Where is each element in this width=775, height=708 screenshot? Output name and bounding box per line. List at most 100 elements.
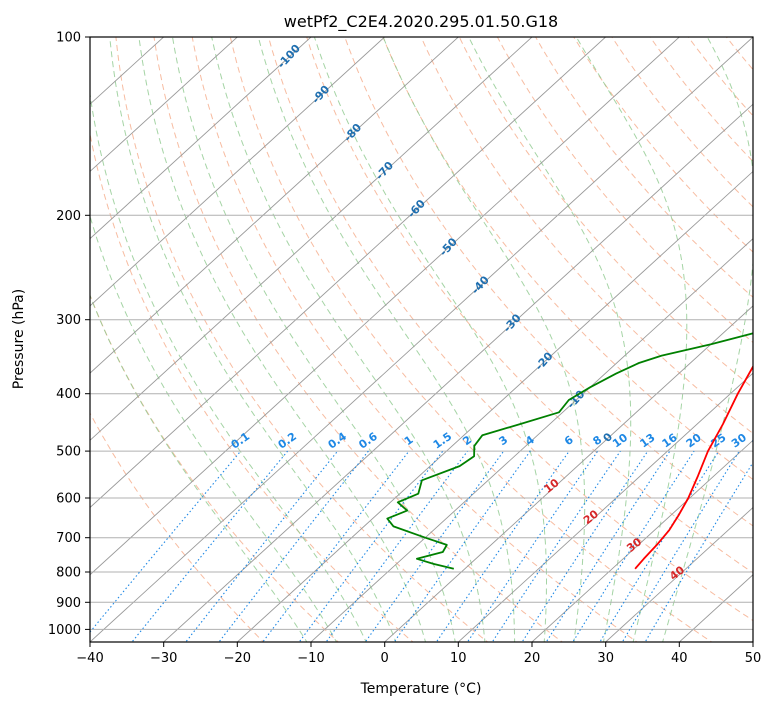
chart-title: wetPf2_C2E4.2020.295.01.50.G18 xyxy=(284,12,558,32)
isotherm-line xyxy=(90,37,239,173)
mixing-ratio-label: 1 xyxy=(402,433,416,448)
dry-adiabat-line xyxy=(90,131,414,642)
moist-adiabat-line xyxy=(382,37,586,642)
isotherm-line xyxy=(310,238,753,642)
y-tick-label: 800 xyxy=(56,566,81,581)
y-tick-label: 900 xyxy=(56,596,81,611)
mixing-ratio-line xyxy=(393,450,531,642)
mixing-ratio-line xyxy=(599,450,720,642)
isotherm-line xyxy=(90,37,460,374)
isotherm-line xyxy=(604,506,753,642)
y-tick-label: 500 xyxy=(56,445,81,460)
mixing-ratio-label: 3 xyxy=(497,433,511,448)
x-tick-label: 10 xyxy=(450,651,467,666)
plot-frame xyxy=(89,36,754,643)
isotherms xyxy=(90,37,753,642)
moist-adiabat-line xyxy=(90,90,367,642)
isotherm-line xyxy=(90,37,753,642)
moist-adiabat-line xyxy=(257,37,516,642)
mixing-ratio-label: 6 xyxy=(562,433,576,448)
mixing-ratio-line xyxy=(325,450,468,642)
dewpoint-profile-line xyxy=(386,332,753,570)
mixing-ratio-label: 16 xyxy=(660,431,680,451)
y-tick-label: 400 xyxy=(56,387,81,402)
isotherm-line xyxy=(90,37,533,441)
pressure-gridlines xyxy=(90,37,753,630)
isotherm-line xyxy=(90,37,386,307)
isotherm-line xyxy=(90,37,607,509)
mixing-ratio-label: 36 xyxy=(750,431,770,451)
plot-area: 0.1 0.2 0.4 0.6 1 1.5 2 3 4 6 8 10 13 16 20 25 30 36-100-… xyxy=(90,24,775,645)
x-tick-label: 50 xyxy=(745,651,762,666)
moist-adiabat-line xyxy=(138,37,427,642)
series-lines xyxy=(386,332,753,570)
dry-adiabat-line xyxy=(115,37,489,642)
isotherm-label: -100 xyxy=(275,42,303,71)
dry-adiabat-line xyxy=(649,37,753,163)
mixing-ratio-line xyxy=(545,450,671,642)
y-tick-label: 300 xyxy=(56,313,81,328)
temperature-profile-line xyxy=(634,364,753,570)
mixing-ratio-line xyxy=(435,450,570,642)
mixing-ratio-line xyxy=(644,461,753,642)
x-tick-label: 0 xyxy=(381,651,389,666)
mixing-ratio-line xyxy=(364,450,505,642)
isotherm-line xyxy=(90,37,312,240)
mixing-ratio-label: 0.2 xyxy=(276,430,299,452)
isotherm-line xyxy=(236,170,753,642)
y-tick-label: 700 xyxy=(56,531,81,546)
dry-adiabat-line xyxy=(306,37,753,574)
dry-adiabat-line xyxy=(191,37,638,642)
mixing-ratio-line xyxy=(521,450,649,642)
x-tick-label: −40 xyxy=(76,651,103,666)
x-axis-ticks: −40 −30 −20 −10 0 10 20 30 40 50 xyxy=(76,642,761,666)
y-tick-label: 200 xyxy=(56,209,81,224)
y-tick-label: 100 xyxy=(56,31,81,46)
x-tick-label: −30 xyxy=(150,651,177,666)
mixing-ratio-line xyxy=(90,450,242,633)
mixing-ratio-line xyxy=(572,450,695,642)
mixing-ratio-label: 0.1 xyxy=(229,430,252,452)
dry-adiabat-line xyxy=(420,37,753,435)
dry-adiabat-line xyxy=(754,24,775,645)
dry-adiabat-label: 10 xyxy=(542,476,562,496)
dry-adiabat-line xyxy=(344,37,753,527)
mixing-ratio-label: 0.4 xyxy=(326,430,350,452)
mixing-ratio-label: 2 xyxy=(460,433,474,448)
mixing-ratio-line xyxy=(466,450,599,642)
x-tick-label: −20 xyxy=(224,651,251,666)
dry-adiabat-line xyxy=(229,37,713,642)
moist-adiabat-line xyxy=(468,37,632,642)
mixing-ratio-line xyxy=(491,450,621,642)
x-tick-label: 40 xyxy=(671,651,688,666)
dry-adiabat-line xyxy=(382,37,753,481)
x-tick-label: 20 xyxy=(524,651,541,666)
dry-adiabat-line xyxy=(153,37,564,642)
mixing-ratio-lines xyxy=(90,450,753,642)
dry-adiabat-line xyxy=(90,412,265,642)
mixing-ratio-label: 13 xyxy=(638,431,658,450)
isotherm-line xyxy=(752,641,753,642)
line-labels: 0.1 0.2 0.4 0.6 1 1.5 2 3 4 6 8 10 13 16 20 25 30 36-100-… xyxy=(229,42,770,583)
mixing-ratio-line xyxy=(185,450,339,642)
x-tick-label: −10 xyxy=(297,651,324,666)
x-axis-label: Temperature (°C) xyxy=(360,681,482,697)
isotherm-line xyxy=(457,372,753,642)
moist-adiabat-line xyxy=(662,37,753,642)
mixing-ratio-line xyxy=(218,450,369,642)
moist-adiabat-line xyxy=(90,294,308,642)
mixing-ratio-label: 1.5 xyxy=(431,430,454,452)
y-axis-label: Pressure (hPa) xyxy=(11,289,27,389)
y-tick-label: 600 xyxy=(56,492,81,507)
isotherm-line xyxy=(162,103,753,642)
mixing-ratio-line xyxy=(621,450,740,642)
mixing-ratio-line xyxy=(298,450,444,642)
mixing-ratio-label: 30 xyxy=(729,431,749,451)
dry-adiabat-line xyxy=(535,37,753,298)
isotherm-line xyxy=(678,574,753,642)
dry-adiabat-line xyxy=(687,37,753,117)
mixing-ratio-line xyxy=(131,450,289,642)
dry-adiabat-line xyxy=(267,37,753,622)
y-tick-label: 1000 xyxy=(48,623,81,638)
